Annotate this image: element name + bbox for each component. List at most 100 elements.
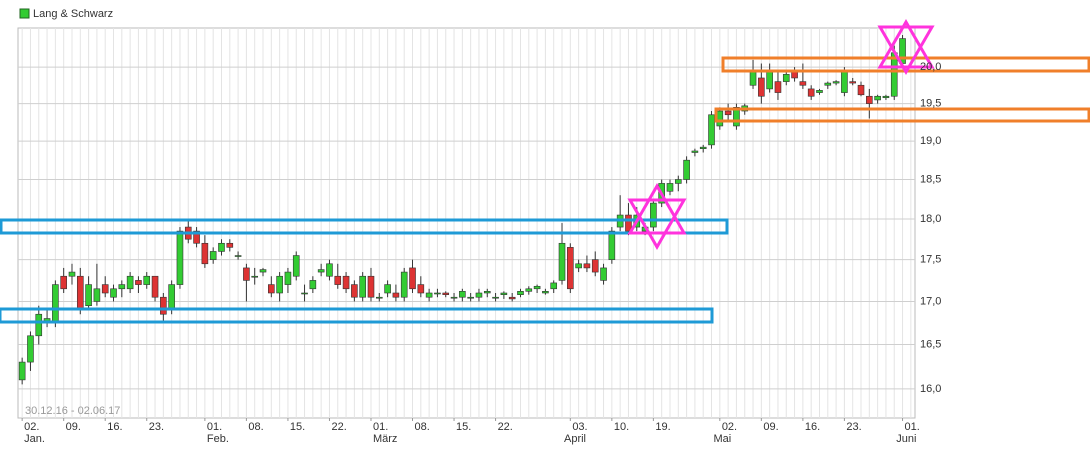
candle-body xyxy=(126,275,134,290)
candle-body xyxy=(650,202,657,228)
candle-body xyxy=(475,292,483,298)
x-tick-label: 15. xyxy=(290,421,305,433)
candle-body xyxy=(375,296,383,299)
x-month-label: Feb. xyxy=(207,433,229,445)
x-tick-label: 23. xyxy=(149,421,164,433)
candle-body xyxy=(542,291,549,294)
candle-body xyxy=(832,81,840,84)
x-tick-label: 19. xyxy=(655,421,670,433)
legend-swatch xyxy=(19,8,30,19)
candle-body xyxy=(841,70,848,93)
candle-body xyxy=(600,267,607,281)
y-tick-label: 16,5 xyxy=(920,338,941,350)
annotation-box xyxy=(0,307,714,324)
annotation-star xyxy=(877,25,935,75)
candle-body xyxy=(160,296,167,315)
candle-body xyxy=(135,280,142,285)
candle-body xyxy=(442,292,450,295)
candle-body xyxy=(400,271,408,298)
y-tick-label: 19,5 xyxy=(920,98,941,110)
candle-body xyxy=(359,275,366,298)
candle-body xyxy=(517,291,524,295)
candle-body xyxy=(533,285,541,290)
candle-body xyxy=(450,296,458,299)
x-tick-label: 15. xyxy=(456,421,471,433)
candle-body xyxy=(866,95,873,104)
annotation-star xyxy=(627,182,687,235)
y-tick-label: 18,5 xyxy=(920,173,941,185)
x-tick-label: 09. xyxy=(763,421,778,433)
plot-area xyxy=(17,27,916,419)
y-tick-label: 20,0 xyxy=(920,61,941,73)
candle-body xyxy=(666,183,674,192)
candle-body xyxy=(292,255,300,277)
x-tick-label: 01. xyxy=(207,421,222,433)
x-tick-label: 22. xyxy=(498,421,513,433)
candle-body xyxy=(567,247,574,290)
candle-body xyxy=(392,292,400,298)
candle-body xyxy=(708,114,715,146)
candle-body xyxy=(816,90,823,93)
annotations xyxy=(0,19,1090,324)
candle-body xyxy=(824,82,832,86)
x-tick-label: 10. xyxy=(614,421,629,433)
x-tick-label: 01. xyxy=(905,421,920,433)
candle-body xyxy=(176,230,184,285)
x-month-label: Jan. xyxy=(24,433,45,445)
candle-body xyxy=(575,263,582,269)
x-tick-label: 23. xyxy=(846,421,861,433)
candle-body xyxy=(625,214,632,232)
candle-body xyxy=(334,275,342,285)
candle-body xyxy=(168,284,175,311)
candle-body xyxy=(243,267,250,281)
candle-body xyxy=(101,284,109,294)
candle-body xyxy=(234,255,242,257)
candle-body xyxy=(35,313,43,337)
candles xyxy=(18,35,906,385)
candle-body xyxy=(849,81,857,84)
candle-body xyxy=(508,296,516,300)
candle-body xyxy=(500,292,508,295)
candle-body xyxy=(492,296,499,299)
candle-body xyxy=(151,275,159,298)
x-tick-label: 16. xyxy=(107,421,122,433)
candle-body xyxy=(674,179,682,184)
candle-body xyxy=(774,81,782,93)
candle-body xyxy=(68,271,76,277)
x-tick-label: 16. xyxy=(805,421,820,433)
candle-body xyxy=(782,74,790,82)
candle-body xyxy=(583,263,591,269)
candle-body xyxy=(558,242,566,281)
candle-body xyxy=(110,288,117,298)
candle-body xyxy=(259,269,267,273)
x-tick-label: 08. xyxy=(248,421,263,433)
y-tick-label: 17,0 xyxy=(920,295,941,307)
candle-body xyxy=(60,275,67,290)
candle-body xyxy=(799,81,807,86)
x-tick-label: 02. xyxy=(722,421,737,433)
candle-body xyxy=(749,70,757,86)
candle-body xyxy=(143,275,151,285)
candle-body xyxy=(326,263,333,277)
candle-body xyxy=(18,361,26,381)
candle-body xyxy=(268,284,275,294)
range-label: 30.12.16 - 02.06.17 xyxy=(25,405,120,417)
candle-body xyxy=(342,275,350,290)
candle-body xyxy=(724,110,732,116)
candle-body xyxy=(193,230,200,244)
candle-body xyxy=(807,88,815,97)
candle-body xyxy=(716,110,724,127)
candle-body xyxy=(351,284,358,298)
x-tick-label: 01. xyxy=(373,421,388,433)
candle-body xyxy=(550,282,558,290)
candle-body xyxy=(317,269,325,273)
candle-body xyxy=(766,70,773,90)
candle-body xyxy=(434,292,441,295)
candle-body xyxy=(483,291,491,294)
candle-body xyxy=(591,259,599,273)
x-month-label: Mai xyxy=(714,433,732,445)
candle-body xyxy=(251,275,259,278)
candle-body xyxy=(691,150,699,153)
candle-body xyxy=(27,335,34,363)
annotation-star xyxy=(627,198,687,251)
